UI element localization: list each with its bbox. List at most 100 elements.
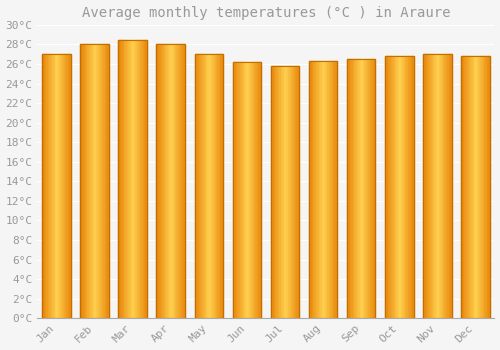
- Bar: [45, 54, 46, 318]
- Bar: [394, 56, 395, 318]
- Bar: [423, 54, 452, 318]
- Bar: [324, 61, 326, 318]
- Bar: [92, 44, 93, 318]
- Bar: [258, 62, 260, 318]
- Bar: [480, 56, 481, 318]
- Bar: [83, 44, 84, 318]
- Bar: [80, 44, 82, 318]
- Bar: [250, 62, 251, 318]
- Bar: [136, 40, 137, 318]
- Bar: [316, 61, 318, 318]
- Bar: [246, 62, 247, 318]
- Bar: [430, 54, 432, 318]
- Bar: [320, 61, 322, 318]
- Bar: [482, 56, 484, 318]
- Bar: [426, 54, 428, 318]
- Bar: [42, 54, 43, 318]
- Bar: [90, 44, 92, 318]
- Bar: [220, 54, 222, 318]
- Bar: [165, 44, 166, 318]
- Bar: [328, 61, 329, 318]
- Bar: [64, 54, 65, 318]
- Bar: [232, 62, 261, 318]
- Bar: [374, 59, 376, 318]
- Bar: [196, 54, 198, 318]
- Bar: [127, 40, 128, 318]
- Bar: [206, 54, 208, 318]
- Bar: [202, 54, 203, 318]
- Bar: [121, 40, 122, 318]
- Bar: [389, 56, 390, 318]
- Bar: [100, 44, 102, 318]
- Bar: [213, 54, 214, 318]
- Bar: [86, 44, 88, 318]
- Bar: [219, 54, 220, 318]
- Bar: [361, 59, 362, 318]
- Bar: [351, 59, 352, 318]
- Bar: [310, 61, 312, 318]
- Bar: [326, 61, 328, 318]
- Bar: [347, 59, 376, 318]
- Bar: [385, 56, 414, 318]
- Bar: [364, 59, 366, 318]
- Bar: [286, 66, 288, 318]
- Bar: [48, 54, 50, 318]
- Bar: [132, 40, 134, 318]
- Bar: [175, 44, 176, 318]
- Bar: [270, 66, 300, 318]
- Bar: [309, 61, 338, 318]
- Bar: [272, 66, 274, 318]
- Bar: [128, 40, 130, 318]
- Bar: [296, 66, 298, 318]
- Bar: [118, 40, 147, 318]
- Bar: [486, 56, 487, 318]
- Bar: [140, 40, 141, 318]
- Bar: [130, 40, 131, 318]
- Bar: [334, 61, 336, 318]
- Bar: [350, 59, 351, 318]
- Bar: [366, 59, 367, 318]
- Bar: [164, 44, 165, 318]
- Bar: [347, 59, 348, 318]
- Bar: [146, 40, 147, 318]
- Bar: [448, 54, 450, 318]
- Bar: [174, 44, 175, 318]
- Bar: [214, 54, 216, 318]
- Bar: [237, 62, 238, 318]
- Bar: [96, 44, 98, 318]
- Bar: [478, 56, 480, 318]
- Bar: [309, 61, 310, 318]
- Bar: [194, 54, 196, 318]
- Bar: [156, 44, 185, 318]
- Bar: [405, 56, 406, 318]
- Bar: [122, 40, 124, 318]
- Bar: [372, 59, 374, 318]
- Bar: [357, 59, 358, 318]
- Bar: [236, 62, 237, 318]
- Bar: [423, 54, 452, 318]
- Bar: [402, 56, 404, 318]
- Bar: [54, 54, 55, 318]
- Bar: [396, 56, 398, 318]
- Bar: [118, 40, 147, 318]
- Bar: [80, 44, 109, 318]
- Bar: [292, 66, 294, 318]
- Bar: [88, 44, 89, 318]
- Bar: [242, 62, 244, 318]
- Bar: [409, 56, 410, 318]
- Bar: [240, 62, 241, 318]
- Bar: [360, 59, 361, 318]
- Bar: [440, 54, 442, 318]
- Bar: [254, 62, 256, 318]
- Bar: [162, 44, 164, 318]
- Bar: [464, 56, 466, 318]
- Bar: [399, 56, 400, 318]
- Bar: [60, 54, 62, 318]
- Bar: [241, 62, 242, 318]
- Bar: [371, 59, 372, 318]
- Bar: [444, 54, 446, 318]
- Bar: [199, 54, 200, 318]
- Bar: [354, 59, 356, 318]
- Bar: [200, 54, 202, 318]
- Bar: [398, 56, 399, 318]
